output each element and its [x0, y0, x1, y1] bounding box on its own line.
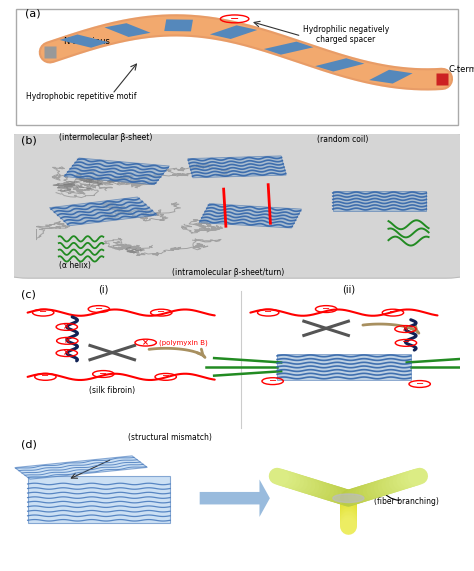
Text: −: −: [269, 376, 277, 386]
Text: (i): (i): [98, 284, 109, 295]
Text: −: −: [230, 14, 239, 23]
Bar: [277, 354, 411, 380]
Text: N-terminus: N-terminus: [63, 37, 110, 46]
Text: ×: ×: [64, 336, 71, 345]
Text: (silk fibroin): (silk fibroin): [89, 385, 135, 395]
Bar: [199, 204, 301, 228]
Text: −: −: [322, 304, 330, 313]
Text: (structural mismatch): (structural mismatch): [128, 433, 212, 443]
Text: (d): (d): [21, 439, 37, 449]
Bar: [188, 156, 286, 178]
Text: −: −: [157, 307, 165, 317]
Text: C-terminus: C-terminus: [449, 65, 474, 74]
Text: (intramolecular β-sheet/turn): (intramolecular β-sheet/turn): [172, 268, 284, 278]
Text: Hydrophilic negatively
charged spacer: Hydrophilic negatively charged spacer: [303, 25, 389, 44]
Bar: [264, 42, 313, 55]
Text: −: −: [99, 368, 108, 379]
Text: −: −: [264, 307, 272, 317]
Text: −: −: [95, 304, 103, 313]
Text: (random coil): (random coil): [317, 135, 369, 144]
Text: ×: ×: [64, 323, 70, 331]
Text: (c): (c): [21, 290, 36, 300]
Text: ×: ×: [142, 338, 149, 347]
Bar: [369, 70, 412, 83]
Bar: [210, 25, 257, 39]
Text: (polymyxin B): (polymyxin B): [159, 339, 208, 346]
Bar: [27, 476, 170, 523]
Text: −: −: [41, 371, 49, 381]
Text: (b): (b): [21, 136, 36, 146]
Bar: [164, 19, 193, 31]
Text: ×: ×: [64, 348, 70, 357]
Text: (α helix): (α helix): [59, 261, 91, 270]
Text: (intermolecular β-sheet): (intermolecular β-sheet): [59, 133, 152, 142]
Text: (fiber branching): (fiber branching): [374, 497, 439, 506]
Text: −: −: [39, 307, 47, 317]
Bar: [64, 158, 169, 184]
Text: −: −: [389, 307, 397, 317]
Text: −: −: [162, 371, 170, 381]
Bar: [315, 58, 365, 71]
Bar: [49, 197, 157, 226]
Text: Hydrophobic repetitive motif: Hydrophobic repetitive motif: [26, 92, 137, 101]
Bar: [15, 456, 147, 479]
Bar: [60, 34, 109, 48]
Text: ×: ×: [402, 324, 409, 333]
Bar: [104, 23, 151, 37]
FancyBboxPatch shape: [5, 132, 469, 278]
Text: (ii): (ii): [342, 284, 355, 295]
Bar: [333, 191, 427, 211]
Circle shape: [333, 494, 364, 502]
FancyBboxPatch shape: [17, 9, 457, 125]
Text: −: −: [402, 337, 410, 348]
Text: −: −: [416, 379, 424, 389]
Text: (a): (a): [25, 8, 41, 18]
